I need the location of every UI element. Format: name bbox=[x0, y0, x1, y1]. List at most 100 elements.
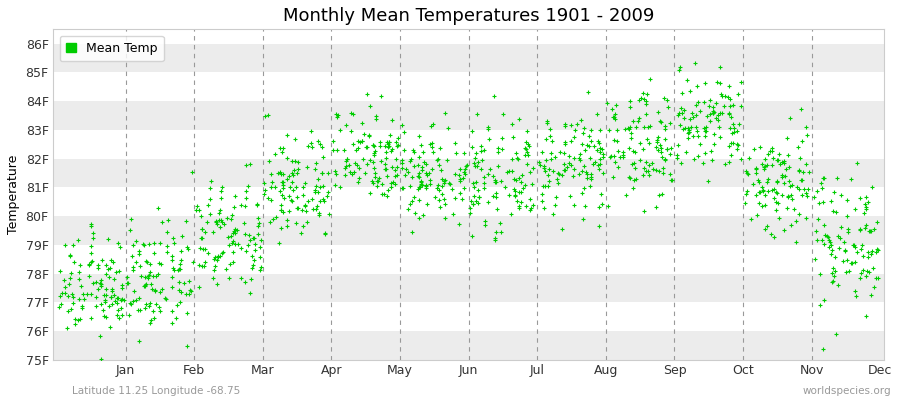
Point bbox=[518, 138, 533, 145]
Point bbox=[141, 274, 156, 281]
Point bbox=[827, 273, 842, 280]
Point bbox=[706, 108, 720, 115]
Point bbox=[482, 135, 497, 142]
Point bbox=[779, 135, 794, 142]
Point bbox=[384, 116, 399, 123]
Point bbox=[247, 234, 261, 241]
Point bbox=[310, 189, 325, 195]
Point bbox=[365, 179, 380, 186]
Point bbox=[376, 191, 391, 198]
Point bbox=[829, 208, 843, 215]
Point bbox=[207, 256, 221, 262]
Point bbox=[340, 156, 355, 163]
Point bbox=[138, 283, 152, 290]
Point bbox=[606, 174, 620, 180]
Point bbox=[315, 144, 329, 150]
Point bbox=[548, 194, 562, 200]
Point bbox=[698, 124, 713, 130]
Point bbox=[329, 114, 344, 120]
Point bbox=[391, 135, 405, 141]
Point bbox=[775, 159, 789, 166]
Point bbox=[500, 168, 514, 175]
Point bbox=[658, 156, 672, 162]
Point bbox=[268, 150, 283, 157]
Point bbox=[864, 228, 878, 234]
Point bbox=[853, 274, 868, 281]
Point bbox=[473, 143, 488, 149]
Point bbox=[182, 278, 196, 284]
Point bbox=[708, 100, 723, 106]
Point bbox=[233, 275, 248, 281]
Point bbox=[846, 242, 860, 248]
Point bbox=[103, 264, 117, 271]
Point bbox=[841, 228, 855, 235]
Point bbox=[414, 177, 428, 184]
Point bbox=[798, 190, 813, 196]
Point bbox=[641, 124, 655, 130]
Point bbox=[137, 242, 151, 249]
Point bbox=[435, 176, 449, 182]
Point bbox=[478, 218, 492, 224]
Point bbox=[295, 207, 310, 213]
Point bbox=[785, 196, 799, 202]
Point bbox=[722, 111, 736, 118]
Point bbox=[465, 144, 480, 151]
Point bbox=[796, 138, 810, 144]
Point bbox=[214, 195, 229, 201]
Point bbox=[363, 157, 377, 163]
Point bbox=[567, 154, 581, 161]
Point bbox=[275, 192, 290, 198]
Point bbox=[591, 161, 606, 168]
Point bbox=[94, 300, 108, 307]
Point bbox=[196, 263, 211, 270]
Point bbox=[481, 170, 495, 177]
Legend: Mean Temp: Mean Temp bbox=[59, 36, 164, 61]
Point bbox=[141, 303, 156, 309]
Point bbox=[473, 148, 488, 154]
Point bbox=[680, 77, 694, 83]
Point bbox=[611, 148, 625, 154]
Point bbox=[276, 185, 291, 191]
Point bbox=[607, 153, 621, 159]
Point bbox=[253, 254, 267, 260]
Point bbox=[580, 175, 595, 182]
Point bbox=[365, 142, 380, 149]
Point bbox=[502, 168, 517, 174]
Point bbox=[857, 210, 871, 216]
Point bbox=[552, 171, 566, 178]
Point bbox=[706, 109, 721, 116]
Point bbox=[546, 211, 561, 218]
Point bbox=[180, 310, 194, 316]
Point bbox=[308, 187, 322, 193]
Point bbox=[447, 195, 462, 201]
Point bbox=[658, 126, 672, 133]
Point bbox=[713, 110, 727, 116]
Point bbox=[301, 198, 315, 204]
Point bbox=[381, 141, 395, 148]
Point bbox=[208, 263, 222, 270]
Point bbox=[132, 263, 147, 270]
Point bbox=[166, 235, 180, 241]
Point bbox=[111, 295, 125, 301]
Point bbox=[726, 140, 741, 146]
Point bbox=[466, 193, 481, 200]
Point bbox=[219, 266, 233, 272]
Point bbox=[595, 146, 609, 152]
Point bbox=[366, 151, 381, 158]
Point bbox=[132, 338, 147, 344]
Point bbox=[257, 180, 272, 187]
Point bbox=[562, 152, 577, 159]
Point bbox=[418, 170, 433, 176]
Point bbox=[590, 147, 605, 154]
Point bbox=[656, 170, 670, 176]
Point bbox=[477, 146, 491, 153]
Point bbox=[435, 183, 449, 190]
Point bbox=[400, 206, 415, 213]
Point bbox=[535, 198, 549, 204]
Point bbox=[137, 282, 151, 289]
Point bbox=[778, 165, 793, 172]
Point bbox=[114, 285, 129, 292]
Point bbox=[828, 268, 842, 274]
Point bbox=[94, 281, 109, 288]
Point bbox=[575, 168, 590, 174]
